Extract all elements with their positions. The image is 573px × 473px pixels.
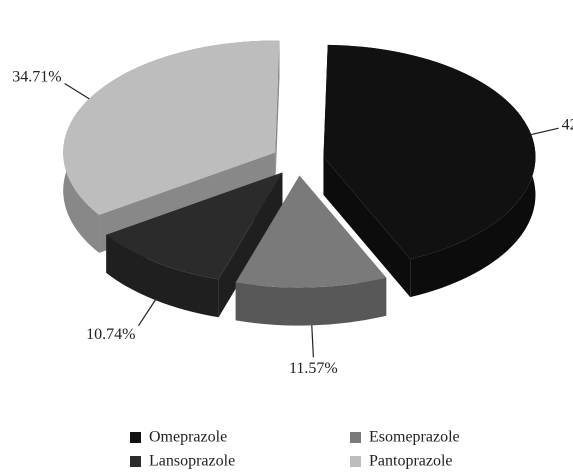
leader-line: [311, 325, 314, 358]
data-label: 10.74%: [86, 326, 135, 343]
legend-swatch: [130, 432, 141, 443]
data-label: 34.71%: [12, 68, 61, 85]
slice: [235, 175, 387, 326]
data-label: 42.97%: [562, 116, 573, 133]
slice-top: [106, 172, 283, 280]
legend-swatch: [350, 432, 361, 443]
data-label: 11.57%: [289, 360, 338, 377]
slice-side: [106, 234, 219, 318]
slice-top: [63, 40, 280, 215]
legend-label: Esomeprazole: [369, 429, 460, 446]
legend-label: Omeprazole: [149, 429, 227, 446]
legend-label: Pantoprazole: [369, 453, 453, 470]
legend-swatch: [350, 456, 361, 467]
slice: [106, 172, 283, 318]
legend-label: Lansoprazole: [149, 453, 235, 470]
slice-top: [323, 44, 536, 260]
slice-top: [235, 175, 387, 288]
slice-wall: [323, 156, 411, 298]
leader-line: [531, 127, 559, 136]
slice: [323, 44, 536, 298]
leader-line: [64, 82, 90, 100]
leader-line: [137, 299, 156, 327]
slice-side: [235, 277, 387, 326]
legend-swatch: [130, 456, 141, 467]
